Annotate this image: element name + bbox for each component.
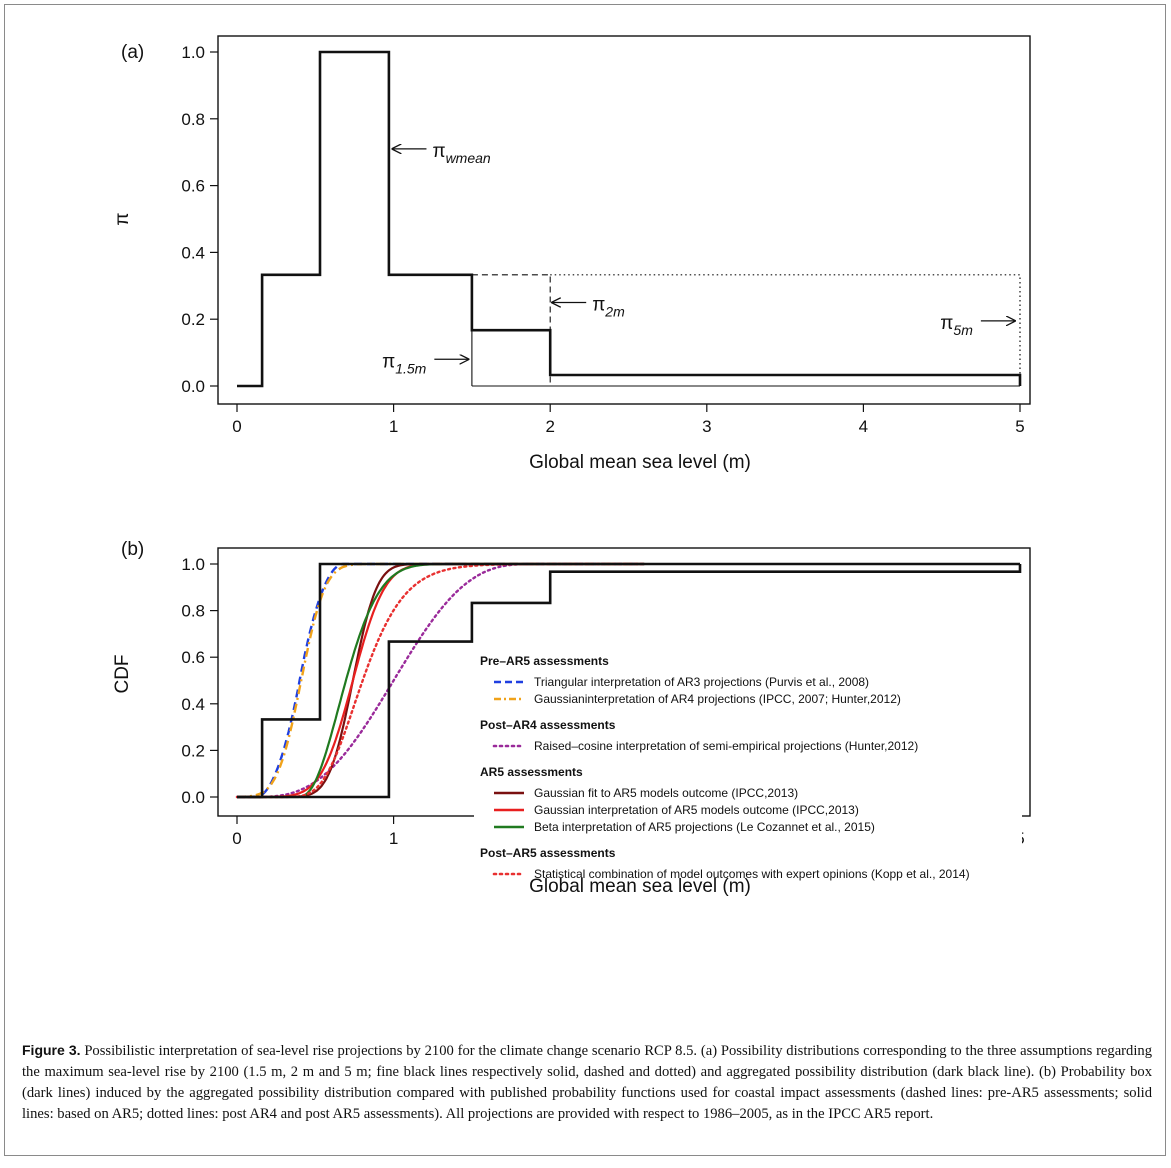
a-annotation-symbol: π	[592, 295, 605, 316]
panel-a-plot-box	[217, 35, 1031, 405]
caption-text: Possibilistic interpretation of sea-leve…	[22, 1043, 1152, 1122]
b-y-tick-label: 0.6	[181, 648, 205, 667]
panel-b-y-label: CDF	[112, 654, 133, 693]
b-legend-group-heading: Pre–AR5 assessments	[480, 654, 609, 668]
panel-a-y-label: π	[112, 212, 133, 225]
panel-a-x-ticks: 0 1 2 3 4 5	[232, 404, 1025, 436]
b-x-tick-label: 1	[389, 829, 398, 848]
panel-a-lines	[237, 50, 1022, 388]
panel-b-probability-box	[237, 562, 1022, 799]
b-y-tick-label: 1.0	[181, 555, 205, 574]
panel-b-x-label: Global mean sea level (m)	[529, 876, 751, 897]
a-annotation-label-wmean: πwmean	[432, 141, 490, 166]
a-annotation-subscript: 2m	[604, 304, 625, 320]
a-x-tick-label: 3	[702, 417, 711, 436]
b-y-tick-label: 0.0	[181, 788, 205, 807]
a-annotation-subscript: 5m	[953, 322, 973, 338]
b-legend-group-heading: Post–AR5 assessments	[480, 846, 616, 860]
b-x-tick-label: 0	[232, 829, 241, 848]
a-annotation-label-2m: π2m	[592, 295, 625, 320]
a-x-tick-label: 5	[1015, 417, 1024, 436]
a-annotation-symbol: π	[432, 141, 445, 162]
b-legend-entry: Beta interpretation of AR5 projections (…	[534, 820, 875, 834]
b-y-tick-label: 0.8	[181, 602, 205, 621]
figure-caption: Figure 3. Possibilistic interpretation o…	[22, 1040, 1152, 1125]
b-legend-entry: Gaussian fit to AR5 models outcome (IPCC…	[534, 786, 798, 800]
a-y-tick-label: 1.0	[181, 43, 205, 62]
b-legend-entry: Raised–cosine interpretation of semi-emp…	[534, 739, 918, 753]
panel-b-legend: Pre–AR5 assessments Triangular interpreta…	[474, 645, 1022, 881]
b-legend-entry: Triangular interpretation of AR3 project…	[534, 675, 869, 689]
b-legend-group-heading: Post–AR4 assessments	[480, 718, 616, 732]
b-legend-entry: Gaussianinterpretation of AR4 projection…	[534, 692, 901, 706]
a-x-tick-label: 2	[545, 417, 554, 436]
panel-a-label: (a)	[121, 42, 144, 63]
panel-b-y-ticks: 0.0 0.2 0.4 0.6 0.8 1.0	[181, 555, 218, 807]
b-pbox-lower-bound	[237, 564, 1022, 799]
a-y-tick-label: 0.4	[181, 243, 205, 262]
a-y-tick-label: 0.0	[181, 377, 205, 396]
a-annotation-label-5m: π5m	[940, 313, 973, 338]
a-x-tick-label: 0	[232, 417, 241, 436]
a-annotation-subscript: 1.5m	[395, 360, 426, 376]
a-annotation-label-1.5m: π1.5m	[382, 351, 427, 376]
figure-frame	[4, 4, 1166, 1156]
b-legend-background	[474, 645, 1022, 861]
panel-a-y-ticks: 0.0 0.2 0.4 0.6 0.8 1.0	[181, 43, 218, 396]
a-annotation-symbol: π	[382, 351, 395, 372]
b-y-tick-label: 0.2	[181, 741, 205, 760]
b-legend-group-heading: AR5 assessments	[480, 765, 583, 779]
a-x-tick-label: 1	[389, 417, 398, 436]
b-y-tick-label: 0.4	[181, 695, 205, 714]
panel-b-label: (b)	[121, 539, 144, 560]
a-annotation-subscript: wmean	[446, 150, 491, 166]
a-y-tick-label: 0.2	[181, 310, 205, 329]
a-annotation-symbol: π	[940, 313, 953, 334]
b-legend-entry: Statistical combination of model outcome…	[534, 867, 970, 881]
a-y-tick-label: 0.8	[181, 110, 205, 129]
a-y-tick-label: 0.6	[181, 177, 205, 196]
figure-number: Figure 3.	[22, 1042, 81, 1058]
a-x-tick-label: 4	[859, 417, 868, 436]
a-series-dark-solid-line	[237, 50, 1022, 388]
panel-a-x-label: Global mean sea level (m)	[529, 452, 751, 473]
b-legend-entry: Gaussian interpretation of AR5 models ou…	[534, 803, 859, 817]
